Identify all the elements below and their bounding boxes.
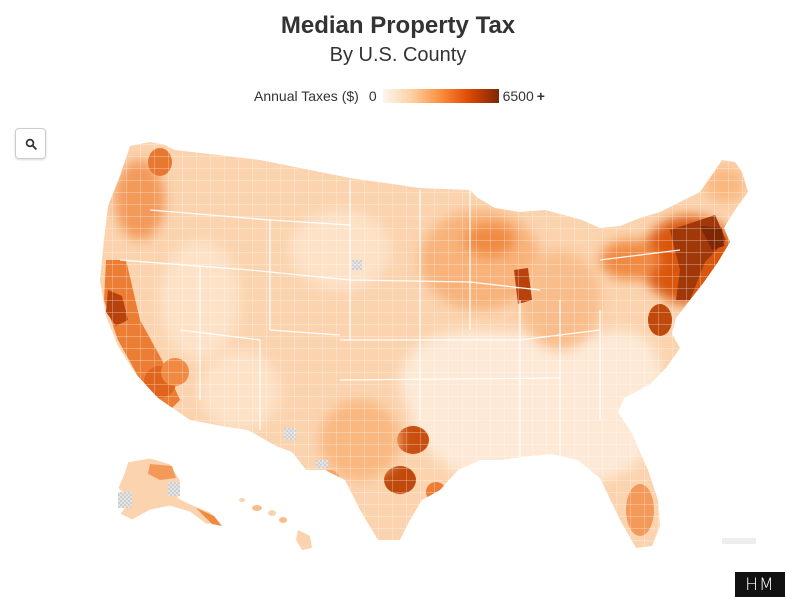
- map-attribution: [722, 536, 756, 548]
- search-button[interactable]: [15, 128, 46, 159]
- legend-color-bar: [382, 89, 499, 103]
- legend-label: Annual Taxes ($): [254, 88, 359, 104]
- brand-logo: HM: [735, 572, 785, 597]
- legend-max: 6500: [502, 88, 534, 104]
- legend-max-suffix: +: [536, 88, 545, 104]
- legend-min: 0: [368, 88, 377, 104]
- hawaii[interactable]: [239, 498, 312, 550]
- color-legend: Annual Taxes ($) 0 6500 +: [254, 88, 545, 104]
- alaska[interactable]: [117, 457, 222, 526]
- map-subtitle: By U.S. County: [329, 44, 467, 66]
- map-title: Median Property Tax: [280, 12, 516, 39]
- conus-counties[interactable]: [90, 130, 760, 560]
- search-icon: [25, 138, 37, 150]
